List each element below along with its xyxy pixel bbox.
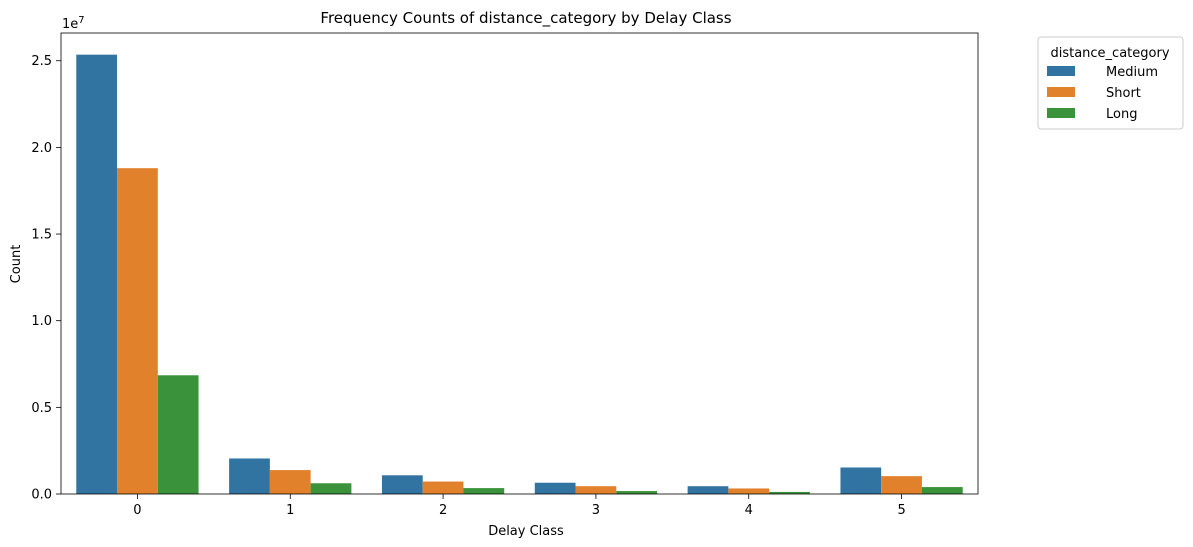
legend-label-medium: Medium — [1106, 65, 1158, 80]
bar-medium-1 — [229, 458, 270, 494]
legend-label-short: Short — [1106, 86, 1141, 101]
x-tick-label: 4 — [745, 503, 753, 518]
legend-swatch-medium — [1047, 66, 1075, 76]
bar-short-5 — [881, 476, 922, 494]
bar-medium-3 — [534, 482, 576, 494]
y-tick-label: 2.0 — [31, 141, 52, 156]
legend-swatch-long — [1047, 108, 1075, 118]
x-tick-label: 5 — [897, 503, 905, 518]
chart-title: Frequency Counts of distance_category by… — [320, 9, 731, 28]
bar-long-2 — [463, 488, 505, 494]
y-tick-label: 0.0 — [31, 488, 52, 503]
x-tick-label: 1 — [286, 503, 294, 518]
bar-short-3 — [575, 486, 617, 494]
bar-long-1 — [310, 483, 352, 494]
bar-short-2 — [422, 481, 464, 494]
y-tick-label: 1.5 — [31, 228, 52, 243]
bar-long-3 — [616, 491, 658, 494]
bar-long-4 — [769, 491, 810, 494]
bar-medium-5 — [840, 467, 882, 494]
legend-title: distance_category — [1050, 46, 1169, 61]
legend: distance_category Medium Short Long — [1037, 36, 1184, 130]
legend-box — [1037, 36, 1184, 130]
x-tick-label: 2 — [439, 503, 447, 518]
y-multiplier-label: 1e7 — [62, 15, 85, 32]
bar-long-0 — [157, 375, 199, 494]
y-tick-label: 1.0 — [31, 314, 52, 329]
bar-short-0 — [117, 168, 158, 494]
bar-long-5 — [921, 487, 963, 494]
legend-label-long: Long — [1106, 107, 1137, 122]
y-tick-label: 0.5 — [31, 401, 52, 416]
y-tick-label: 2.5 — [31, 54, 52, 69]
bar-short-1 — [269, 470, 311, 494]
bar-medium-2 — [381, 475, 423, 494]
x-tick-label: 0 — [133, 503, 141, 518]
x-tick-label: 3 — [592, 503, 600, 518]
plot-frame — [60, 32, 979, 495]
y-axis-label: Count — [9, 245, 24, 284]
bar-short-4 — [728, 488, 770, 494]
bar-medium-4 — [687, 486, 729, 494]
legend-swatch-short — [1047, 87, 1075, 97]
bar-medium-0 — [76, 54, 118, 494]
x-axis-label: Delay Class — [488, 524, 564, 539]
